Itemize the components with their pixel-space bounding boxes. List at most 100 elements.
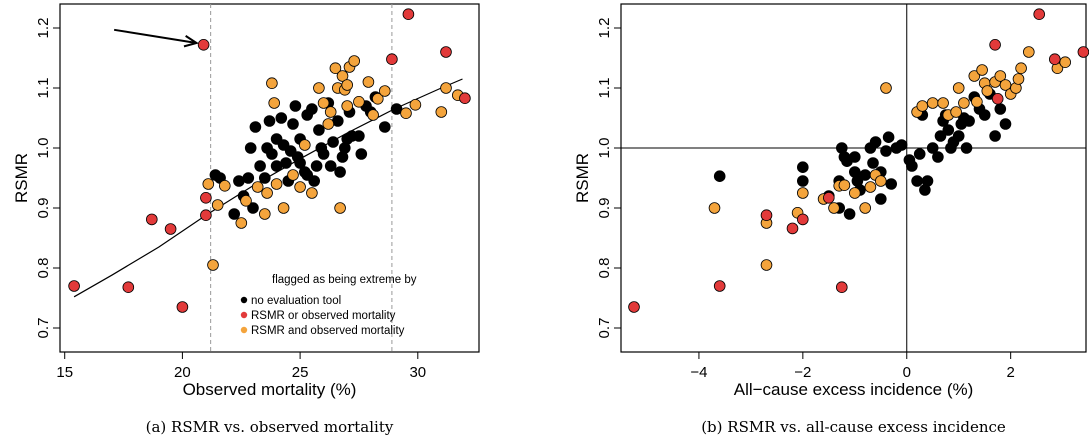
data-point-black <box>885 178 897 190</box>
data-point-orange <box>976 64 988 76</box>
data-point-black <box>869 136 882 148</box>
data-point-orange <box>440 82 452 94</box>
data-point-red <box>440 46 452 58</box>
data-point-orange <box>1023 46 1035 58</box>
data-point-orange <box>950 106 962 118</box>
data-point-black <box>294 157 306 169</box>
data-point-orange <box>409 99 422 111</box>
data-point-black <box>713 170 726 183</box>
data-point-orange <box>207 259 219 271</box>
data-point-orange <box>971 96 983 108</box>
data-point-orange <box>1015 62 1027 74</box>
data-point-orange <box>435 106 448 118</box>
data-point-black <box>249 121 262 133</box>
data-point-orange <box>324 106 337 118</box>
legend-marker-orange <box>240 326 248 334</box>
data-point-orange <box>937 97 949 109</box>
data-point-black <box>310 160 323 172</box>
data-point-red <box>1077 46 1089 58</box>
data-point-orange <box>219 180 231 192</box>
x-tick-label: 25 <box>292 364 309 381</box>
data-point-black <box>353 130 365 142</box>
data-point-black <box>796 175 809 187</box>
data-point-black <box>324 160 337 172</box>
data-point-orange <box>828 202 840 214</box>
data-point-black <box>247 202 259 214</box>
data-point-black <box>306 103 318 115</box>
data-point-orange <box>864 181 877 193</box>
data-point-black <box>280 157 292 169</box>
data-point-orange <box>235 217 248 229</box>
legend: flagged as being extreme by no evaluatio… <box>240 274 417 337</box>
data-point-black <box>848 151 861 163</box>
data-point-red <box>197 38 210 51</box>
data-point-orange <box>348 55 361 67</box>
data-point-black <box>242 172 255 184</box>
data-point-orange <box>306 187 318 199</box>
data-point-orange <box>874 175 887 187</box>
data-point-red <box>989 38 1001 51</box>
data-point-orange <box>329 62 342 74</box>
data-point-black <box>254 160 266 172</box>
data-point-orange <box>926 97 939 109</box>
y-axis-label-a: RSMR <box>12 153 31 203</box>
data-point-orange <box>796 187 809 199</box>
data-point-black <box>895 139 908 151</box>
data-point-orange <box>708 202 721 214</box>
data-point-orange <box>298 139 311 151</box>
data-point-black <box>960 142 973 154</box>
data-point-orange <box>268 97 281 109</box>
data-point-red <box>402 8 415 20</box>
data-point-black <box>932 151 944 163</box>
y-tick-label: 0.7 <box>596 318 613 339</box>
data-point-orange <box>211 199 224 211</box>
annotation-arrow-head <box>183 35 199 48</box>
data-point-black <box>963 115 975 127</box>
x-tick-label: 15 <box>56 364 73 381</box>
data-point-black <box>313 124 325 136</box>
data-point-black <box>978 109 991 121</box>
data-point-red <box>1033 8 1045 20</box>
y-tick-label: 1.0 <box>35 138 52 159</box>
data-point-orange <box>287 169 299 181</box>
caption-a: (a) RSMR vs. observed mortality <box>146 418 394 436</box>
y-tick-label: 1.2 <box>596 18 613 39</box>
legend-label-red: RSMR or observed mortality <box>251 310 396 322</box>
y-tick-label: 0.9 <box>35 198 52 219</box>
chart-panel-b: −4 −2 0 2 0.7 0.8 0.9 1.0 1.1 1.2 All−cause exces… <box>573 3 1089 436</box>
data-point-black <box>244 142 257 154</box>
x-tick-label: −2 <box>794 364 811 381</box>
data-point-orange <box>277 202 290 214</box>
data-point-orange <box>341 79 354 91</box>
data-point-orange <box>240 195 252 207</box>
data-point-orange <box>848 187 861 199</box>
data-point-red <box>991 93 1004 105</box>
data-point-orange <box>371 93 384 105</box>
data-point-red <box>628 301 640 313</box>
data-point-black <box>859 169 871 181</box>
data-point-orange <box>266 77 278 89</box>
data-point-black <box>336 151 349 163</box>
plot-frame-a <box>59 3 480 353</box>
data-point-orange <box>270 178 283 190</box>
y-tick-label: 1.1 <box>596 78 613 99</box>
x-tick-label: −4 <box>690 364 707 381</box>
data-point-orange <box>916 100 929 112</box>
legend-label-orange: RSMR and observed mortality <box>251 325 405 337</box>
data-point-orange <box>261 187 273 199</box>
x-tick-label: 0 <box>903 364 911 381</box>
data-point-black <box>848 166 861 178</box>
data-point-red <box>164 223 177 235</box>
data-point-red <box>176 301 189 313</box>
data-point-black <box>796 161 809 174</box>
data-point-orange <box>968 70 981 82</box>
data-point-orange <box>251 181 264 193</box>
data-point-black <box>334 166 346 178</box>
data-point-black <box>867 157 879 169</box>
fit-curve <box>73 78 463 298</box>
data-point-orange <box>760 259 773 271</box>
legend-marker-black <box>240 296 248 304</box>
data-point-black <box>258 172 271 184</box>
data-point-red <box>796 213 809 226</box>
